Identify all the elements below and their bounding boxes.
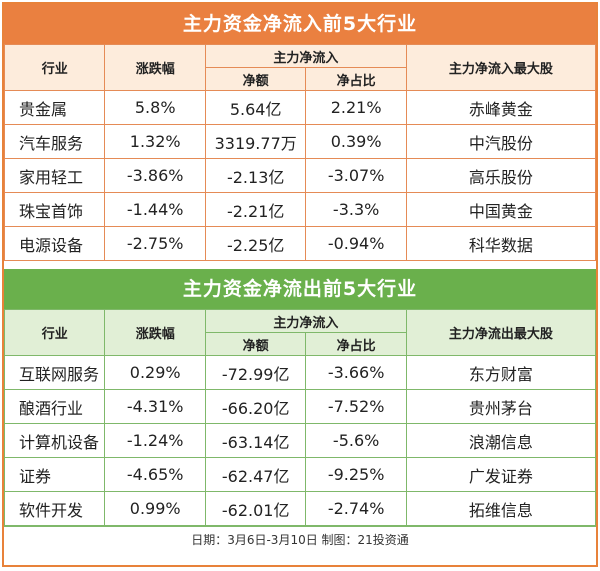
stock-cell: 高乐股份 [405, 158, 597, 193]
net-cell: 5.64亿 [204, 90, 307, 125]
footer-note: 日期：3月6日-3月10日 制图：21投资通 [4, 526, 596, 553]
stock-cell: 浪潮信息 [405, 423, 597, 458]
industry-cell: 软件开发 [3, 491, 106, 526]
ratio-cell: -7.52% [305, 389, 407, 424]
ratio-cell: -2.74% [305, 491, 407, 526]
ratio-cell: -3.3% [305, 192, 407, 227]
header-net: 净额 [204, 332, 307, 356]
header-main-flow: 主力净流入 [204, 44, 407, 68]
change-cell: -2.75% [104, 226, 206, 261]
change-cell: -1.44% [104, 192, 206, 227]
change-cell: -4.31% [104, 389, 206, 424]
change-cell: -1.24% [104, 423, 206, 458]
industry-cell: 电源设备 [3, 226, 106, 261]
header-change: 涨跌幅 [104, 309, 206, 356]
industry-cell: 汽车服务 [3, 124, 106, 159]
header-main-flow: 主力净流入 [204, 309, 407, 333]
table-row: 证券 -4.65% -62.47亿 -9.25% 广发证券 [3, 457, 597, 492]
industry-cell: 互联网服务 [3, 355, 106, 390]
industry-cell: 珠宝首饰 [3, 192, 106, 227]
table-row: 珠宝首饰 -1.44% -2.21亿 -3.3% 中国黄金 [3, 192, 597, 227]
inflow-title: 主力资金净流入前5大行业 [4, 4, 596, 44]
industry-cell: 证券 [3, 457, 106, 492]
net-cell: 3319.77万 [204, 124, 307, 159]
ratio-cell: -5.6% [305, 423, 407, 458]
header-industry: 行业 [3, 309, 106, 356]
net-cell: -2.21亿 [204, 192, 307, 227]
outflow-table: 行业 涨跌幅 主力净流入 主力净流出最大股 净额 净占比 互联网服务 0.29%… [3, 309, 597, 526]
table-row: 软件开发 0.99% -62.01亿 -2.74% 拓维信息 [3, 491, 597, 526]
table-row: 计算机设备 -1.24% -63.14亿 -5.6% 浪潮信息 [3, 423, 597, 458]
stock-cell: 贵州茅台 [405, 389, 597, 424]
ratio-cell: 0.39% [305, 124, 407, 159]
table-row: 汽车服务 1.32% 3319.77万 0.39% 中汽股份 [3, 124, 597, 159]
change-cell: 0.99% [104, 491, 206, 526]
inflow-table: 行业 涨跌幅 主力净流入 主力净流入最大股 净额 净占比 贵金属 5.8% 5.… [3, 44, 597, 261]
net-cell: -2.25亿 [204, 226, 307, 261]
table-row: 酿酒行业 -4.31% -66.20亿 -7.52% 贵州茅台 [3, 389, 597, 424]
header-ratio: 净占比 [305, 332, 407, 356]
industry-cell: 贵金属 [3, 90, 106, 125]
table-row: 家用轻工 -3.86% -2.13亿 -3.07% 高乐股份 [3, 158, 597, 193]
stock-cell: 中汽股份 [405, 124, 597, 159]
net-cell: -2.13亿 [204, 158, 307, 193]
stock-cell: 科华数据 [405, 226, 597, 261]
stock-cell: 广发证券 [405, 457, 597, 492]
ratio-cell: 2.21% [305, 90, 407, 125]
header-net: 净额 [204, 67, 307, 91]
change-cell: 0.29% [104, 355, 206, 390]
ratio-cell: -0.94% [305, 226, 407, 261]
net-cell: -63.14亿 [204, 423, 307, 458]
industry-cell: 计算机设备 [3, 423, 106, 458]
header-industry: 行业 [3, 44, 106, 91]
stock-cell: 中国黄金 [405, 192, 597, 227]
net-cell: -66.20亿 [204, 389, 307, 424]
industry-cell: 家用轻工 [3, 158, 106, 193]
change-cell: 1.32% [104, 124, 206, 159]
header-change: 涨跌幅 [104, 44, 206, 91]
net-cell: -62.47亿 [204, 457, 307, 492]
ratio-cell: -3.66% [305, 355, 407, 390]
stock-cell: 拓维信息 [405, 491, 597, 526]
header-top-stock: 主力净流出最大股 [405, 309, 597, 356]
outflow-title: 主力资金净流出前5大行业 [4, 269, 596, 309]
stock-cell: 赤峰黄金 [405, 90, 597, 125]
header-top-stock: 主力净流入最大股 [405, 44, 597, 91]
industry-cell: 酿酒行业 [3, 389, 106, 424]
change-cell: -4.65% [104, 457, 206, 492]
table-row: 电源设备 -2.75% -2.25亿 -0.94% 科华数据 [3, 226, 597, 261]
table-row: 互联网服务 0.29% -72.99亿 -3.66% 东方财富 [3, 355, 597, 390]
stock-cell: 东方财富 [405, 355, 597, 390]
ratio-cell: -3.07% [305, 158, 407, 193]
ratio-cell: -9.25% [305, 457, 407, 492]
net-cell: -62.01亿 [204, 491, 307, 526]
net-cell: -72.99亿 [204, 355, 307, 390]
change-cell: -3.86% [104, 158, 206, 193]
table-row: 贵金属 5.8% 5.64亿 2.21% 赤峰黄金 [3, 90, 597, 125]
change-cell: 5.8% [104, 90, 206, 125]
header-ratio: 净占比 [305, 67, 407, 91]
